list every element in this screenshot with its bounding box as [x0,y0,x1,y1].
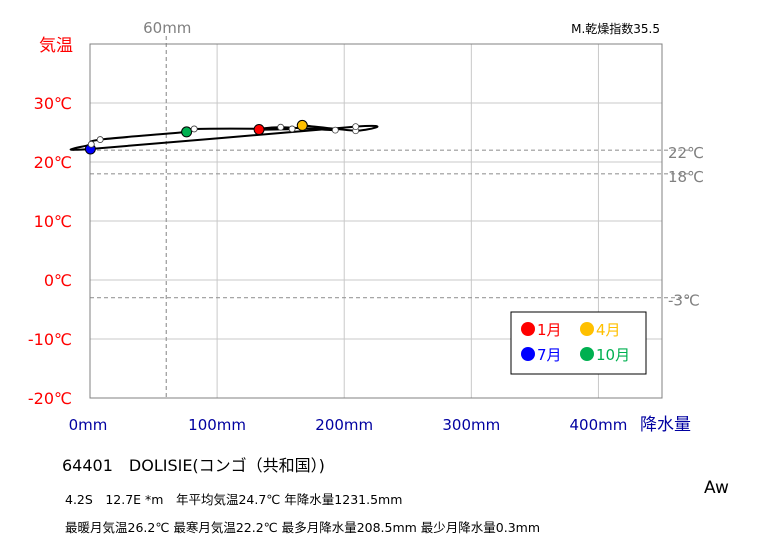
x-tick-label: 200mm [315,416,373,434]
aridity-index-label: M.乾燥指数35.5 [571,21,660,36]
x-tick-label: 100mm [188,416,246,434]
legend-marker [521,322,535,336]
month-marker-4 [296,119,308,131]
reference-label-temp: -3℃ [668,292,700,310]
month-marker-2 [277,123,285,131]
legend-label: 1月 [537,321,562,339]
month-marker-1 [253,124,265,136]
x-axis-label: 降水量 [640,415,691,435]
month-marker-3 [331,126,339,134]
x-tick-labels: 0mm 100mm 200mm 300mm 400mm [69,416,628,434]
legend-marker [580,322,594,336]
x-tick-label: 0mm [69,416,108,434]
legend-box [510,311,647,375]
y-tick-label: 20℃ [34,153,72,172]
y-tick-label: 30℃ [34,94,72,113]
legend-label: 7月 [537,346,562,364]
reference-label-temp: 18℃ [668,168,704,186]
grid-lines [90,44,662,398]
y-axis-label: 気温 [39,36,73,56]
y-tick-label: 0℃ [44,271,72,290]
month-marker-6 [352,123,360,130]
reference-labels: 22℃ 18℃ -3℃ 60mm [143,19,704,310]
month-marker-10 [181,126,193,138]
legend-label: 4月 [596,321,621,339]
station-name: 64401 DOLISIE(コンゴ（共和国）) [62,456,325,475]
reference-lines [90,36,690,398]
legend: 1月 4月 7月 10月 [510,311,647,375]
month-marker-12 [288,125,296,133]
climate-curve-path [69,124,379,151]
month-marker-8 [87,140,95,148]
climate-class: Aw [704,478,729,498]
month-marker-11 [190,125,198,133]
x-tick-label: 400mm [570,416,628,434]
legend-label: 10月 [596,346,630,364]
y-tick-label: -20℃ [28,389,72,408]
y-tick-label: -10℃ [28,330,72,349]
legend-marker [580,347,594,361]
month-marker-9 [96,136,104,143]
climate-curve [69,124,379,151]
reference-label-temp: 22℃ [668,144,704,162]
y-tick-label: 10℃ [34,212,72,231]
station-info-line2: 最暖月気温26.2℃ 最寒月気温22.2℃ 最多月降水量208.5mm 最少月降… [65,520,541,535]
plot-area-frame [89,43,663,399]
x-tick-label: 300mm [442,416,500,434]
legend-marker [521,347,535,361]
month-markers [84,119,360,155]
y-tick-labels: 30℃ 20℃ 10℃ 0℃ -10℃ -20℃ [28,94,72,408]
reference-label-precip: 60mm [143,19,191,37]
station-info-line1: 4.2S 12.7E *m 年平均気温24.7℃ 年降水量1231.5mm [65,492,403,507]
